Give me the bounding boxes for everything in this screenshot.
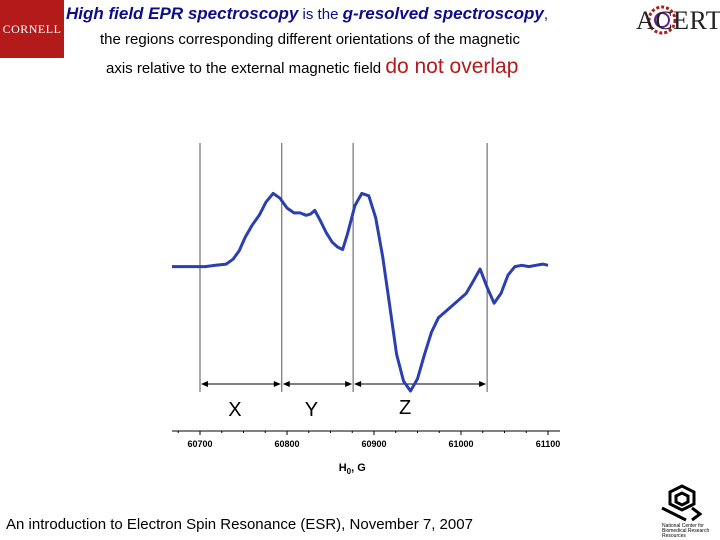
x-tick-label-61100: 61100	[536, 439, 561, 449]
cornell-logo: CORNELL	[0, 0, 64, 58]
footer-text: An introduction to Electron Spin Resonan…	[6, 516, 473, 533]
region-divider-lines	[199, 143, 488, 392]
region-label-z: Z	[399, 397, 411, 419]
x-axis-label-sub: 0	[347, 467, 352, 476]
subtitle-line-2: the regions corresponding different orie…	[100, 31, 520, 48]
acert-logo: ACERT	[636, 2, 720, 42]
title-comma: ,	[543, 6, 548, 23]
x-tick-label-60900: 60900	[361, 439, 386, 449]
region-arrow-y	[282, 381, 353, 387]
region-label-x: X	[228, 399, 241, 421]
subtitle-line-3: axis relative to the external magnetic f…	[106, 55, 518, 79]
x-axis-label-unit: , G	[351, 462, 366, 474]
title-emphasis-2: g-resolved spectroscopy	[342, 4, 544, 23]
acert-logo-emblem	[647, 5, 677, 35]
x-axis-tick-labels: 60700 60800 60900 61000 61100	[187, 439, 560, 449]
x-tick-label-60800: 60800	[274, 439, 299, 449]
subtitle-line-3-text: axis relative to the external magnetic f…	[106, 60, 386, 77]
region-arrow-z	[354, 381, 487, 387]
x-axis-ticks	[177, 431, 549, 435]
region-arrows	[201, 381, 487, 387]
region-arrow-x	[201, 381, 281, 387]
title-connector: is the	[298, 6, 343, 23]
ncrr-logo: National Center for Biomedical Research …	[652, 484, 714, 539]
slide-title: High field EPR spectroscopy is the g-res…	[66, 4, 636, 24]
cornell-logo-text: CORNELL	[2, 21, 62, 36]
x-tick-label-60700: 60700	[187, 439, 212, 449]
x-axis-label: H0, G	[339, 462, 366, 476]
region-labels: X Y Z	[228, 397, 411, 421]
title-emphasis-1: High field EPR spectroscopy	[66, 4, 299, 23]
x-tick-label-61000: 61000	[448, 439, 473, 449]
acert-logo-text: ACERT	[636, 6, 720, 35]
x-axis-label-main: H	[339, 462, 347, 474]
ncrr-logo-emblem	[661, 484, 703, 522]
epr-spectrum-trace	[172, 191, 549, 393]
ncrr-logo-caption: National Center for Biomedical Research …	[662, 523, 710, 539]
region-label-y: Y	[305, 399, 318, 421]
highlight-do-not-overlap: do not overlap	[385, 55, 519, 78]
